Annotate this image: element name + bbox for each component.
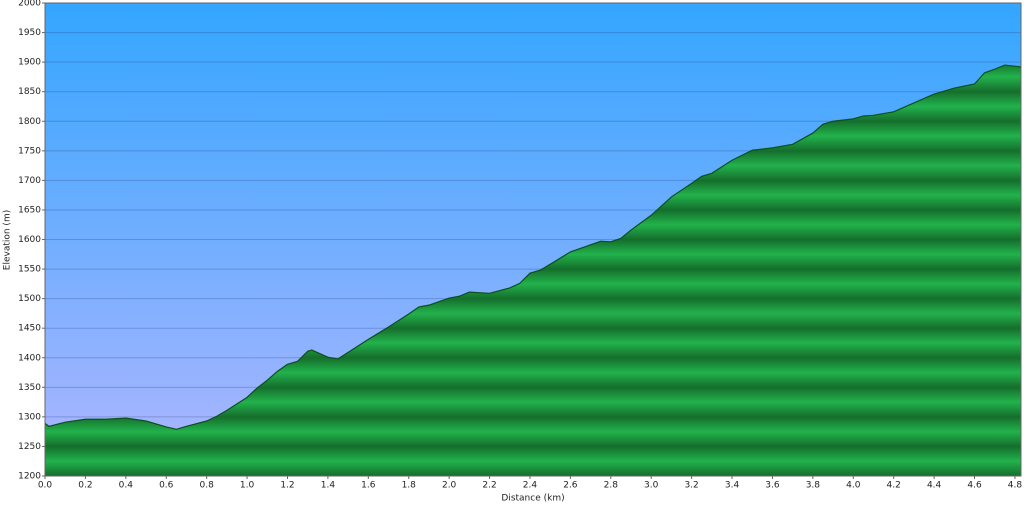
x-tick-label: 3.0 (644, 481, 659, 491)
y-tick-label: 1750 (18, 146, 41, 156)
x-tick-label: 4.6 (967, 481, 982, 491)
x-tick-label: 3.6 (765, 481, 780, 491)
x-tick-label: 4.0 (846, 481, 861, 491)
y-tick-label: 1800 (18, 117, 41, 127)
y-tick-label: 1250 (18, 442, 41, 452)
plot-frame (44, 2, 1022, 477)
y-tick-label: 1650 (18, 205, 41, 215)
y-axis-title: Elevation (m) (3, 210, 13, 270)
x-tick-label: 1.6 (361, 481, 376, 491)
x-tick-label: 0.8 (199, 481, 214, 491)
x-tick-label: 0.2 (78, 481, 92, 491)
x-tick-label: 1.0 (240, 481, 255, 491)
x-tick-label: 0.4 (119, 481, 134, 491)
x-tick-label: 0.6 (159, 481, 174, 491)
y-tick-label: 1950 (18, 28, 41, 38)
area-layer (44, 64, 1022, 476)
x-tick-label: 1.2 (280, 481, 294, 491)
y-tick-label: 1200 (18, 472, 41, 482)
x-tick-label: 4.4 (927, 481, 942, 491)
x-tick-label: 4.2 (887, 481, 901, 491)
y-tick-label: 1600 (18, 235, 41, 245)
y-tick-label: 1300 (18, 412, 41, 422)
x-tick-label: 1.4 (321, 481, 336, 491)
y-tick-label: 1550 (18, 265, 41, 275)
y-tick-label: 1400 (18, 353, 41, 363)
x-tick-label: 1.8 (402, 481, 417, 491)
elevation-fill (45, 65, 1021, 476)
elevation-line (44, 64, 1022, 430)
x-tick-label: 2.0 (442, 481, 457, 491)
y-tick-label: 1700 (18, 176, 41, 186)
x-tick-label: 0.0 (38, 481, 53, 491)
y-tick-label: 1450 (18, 324, 41, 334)
x-tick-label: 2.4 (523, 481, 538, 491)
y-tick-label: 1900 (18, 58, 41, 68)
y-tick-label: 1350 (18, 383, 41, 393)
x-axis-title: Distance (km) (501, 494, 564, 504)
x-tick-label: 2.6 (563, 481, 578, 491)
x-tick-label: 4.8 (1008, 481, 1023, 491)
x-tick-label: 2.8 (604, 481, 619, 491)
y-tick-label: 1850 (18, 87, 41, 97)
x-tick-label: 2.2 (482, 481, 496, 491)
x-tick-label: 3.2 (684, 481, 698, 491)
y-tick-label: 1500 (18, 294, 41, 304)
x-tick-label: 3.4 (725, 481, 740, 491)
x-tick-label: 3.8 (806, 481, 821, 491)
y-tick-label: 2000 (18, 0, 41, 9)
